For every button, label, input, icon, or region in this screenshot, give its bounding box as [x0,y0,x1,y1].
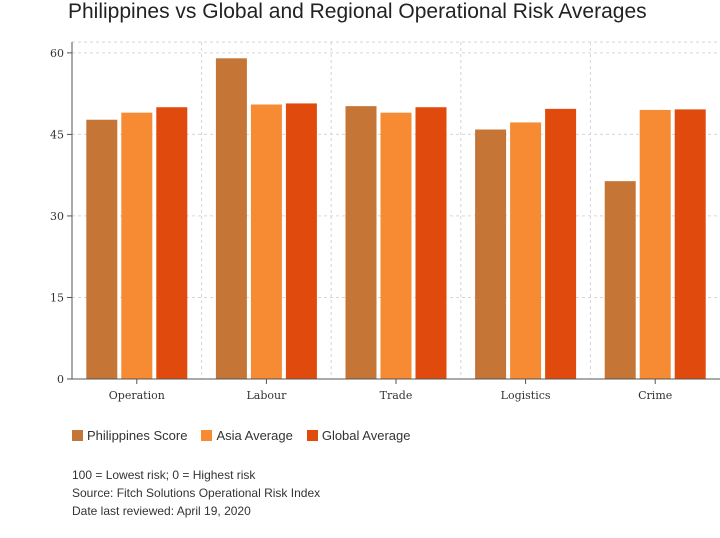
legend-swatch-global [306,430,318,441]
note-source: Source: Fitch Solutions Operational Risk… [72,486,321,500]
legend-label-global: Global Average [321,428,411,443]
axis-layer: 0 15 30 45 60 Operation Labour Trade Logistics Cr… [50,42,720,402]
y-tick-label: 30 [50,210,64,223]
bar [510,122,542,379]
legend: Philippines Score Asia Average Global Av… [72,428,411,443]
legend-label-philippines: Philippines Score [87,428,188,443]
note-scale: 100 = Lowest risk; 0 = Highest risk [72,468,256,482]
bar [415,107,447,380]
bar [285,103,317,380]
legend-label-asia: Asia Average [216,428,293,443]
bar [86,119,118,379]
bar [674,109,706,380]
bar [121,112,153,380]
bar [215,58,247,379]
bar [639,109,671,380]
chart-title: Philippines vs Global and Regional Opera… [68,0,647,23]
note-date: Date last reviewed: April 19, 2020 [72,504,251,518]
x-tick-label: Operation [109,389,165,402]
y-tick-label: 45 [50,128,64,141]
legend-item-asia[interactable]: Asia Average [201,428,293,443]
bar [380,112,412,380]
y-tick-label: 60 [50,47,64,60]
legend-item-philippines[interactable]: Philippines Score [72,428,187,443]
bar [604,181,636,379]
bar [475,129,507,379]
legend-swatch-asia [201,430,213,441]
chart-notes: 100 = Lowest risk; 0 = Highest risk Sour… [72,466,320,520]
x-tick-label: Trade [380,389,413,402]
bar [345,106,377,380]
x-tick-label: Logistics [501,389,551,402]
legend-swatch-philippines [72,430,83,441]
legend-item-global[interactable]: Global Average [306,428,411,443]
bar [250,104,282,380]
x-tick-label: Crime [638,389,672,402]
y-tick-label: 15 [50,291,64,304]
bar [545,108,577,380]
bar-chart: 0 15 30 45 60 Operation Labour Trade Logistics Cr… [50,41,720,402]
bars-layer [86,58,706,380]
bar [156,107,188,380]
y-tick-label: 0 [57,373,64,386]
x-tick-label: Labour [246,389,287,402]
